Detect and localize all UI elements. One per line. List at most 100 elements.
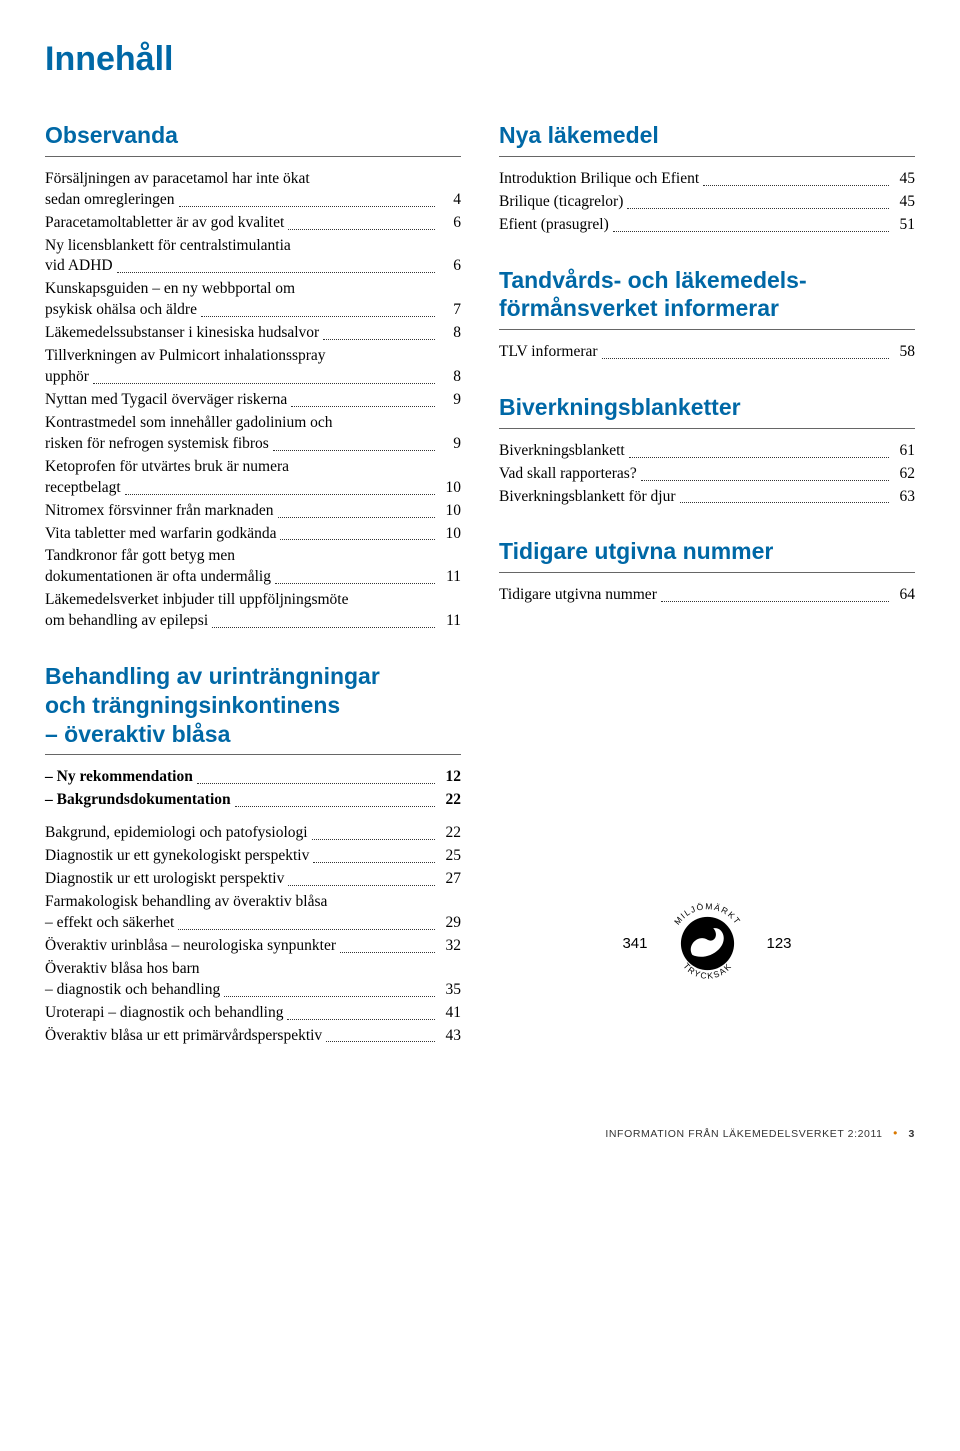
toc-leader bbox=[235, 806, 435, 807]
toc-page-number: 62 bbox=[893, 464, 915, 485]
toc-page-number: 4 bbox=[439, 190, 461, 211]
toc-leader bbox=[641, 480, 889, 481]
toc-entry-label: Diagnostik ur ett gynekologiskt perspekt… bbox=[45, 846, 309, 867]
toc-leader bbox=[212, 627, 435, 628]
toc-entry-label: Överaktiv blåsa ur ett primärvårdsperspe… bbox=[45, 1026, 322, 1047]
toc-leader bbox=[224, 996, 435, 997]
toc-leader bbox=[288, 885, 435, 886]
right-column: Nya läkemedelIntroduktion Brilique och E… bbox=[499, 121, 915, 1076]
toc-entry-label: Nitromex försvinner från marknaden bbox=[45, 501, 274, 522]
toc-entry: Tandkronor får gott betyg mendokumentati… bbox=[45, 546, 461, 588]
toc-entry: Paracetamoltabletter är av god kvalitet 6 bbox=[45, 213, 461, 234]
toc-leader bbox=[93, 383, 435, 384]
toc-entry: – Bakgrundsdokumentation22 bbox=[45, 790, 461, 811]
page-footer: INFORMATION FRÅN LÄKEMEDELSVERKET 2:2011… bbox=[45, 1126, 915, 1140]
toc-leader bbox=[291, 406, 435, 407]
toc-leader bbox=[117, 272, 435, 273]
left-column: ObservandaFörsäljningen av paracetamol h… bbox=[45, 121, 461, 1076]
toc-section: Biverkningsblanketter Biverkningsblankett… bbox=[499, 393, 915, 508]
toc-entry-label: Vita tabletter med warfarin godkända bbox=[45, 524, 276, 545]
footer-text: INFORMATION FRÅN LÄKEMEDELSVERKET 2:2011 bbox=[605, 1128, 882, 1140]
two-column-layout: ObservandaFörsäljningen av paracetamol h… bbox=[45, 121, 915, 1076]
toc-page-number: 22 bbox=[439, 790, 461, 811]
toc-entry-label: TLV informerar bbox=[499, 342, 598, 363]
toc-page-number: 25 bbox=[439, 846, 461, 867]
toc-entry-label: Överaktiv urinblåsa – neurologiska synpu… bbox=[45, 936, 336, 957]
toc-section: ObservandaFörsäljningen av paracetamol h… bbox=[45, 121, 461, 632]
toc-entry: Överaktiv blåsa hos barn– diagnostik och… bbox=[45, 959, 461, 1001]
section-title: Tandvårds- och läkemedels-förmånsverket … bbox=[499, 266, 915, 331]
toc-entry: Biverkningsblankett för djur 63 bbox=[499, 487, 915, 508]
toc-leader bbox=[178, 929, 435, 930]
toc-page-number: 11 bbox=[439, 611, 461, 632]
toc-entry-label: Introduktion Brilique och Efient bbox=[499, 169, 699, 190]
toc-entry-line: Farmakologisk behandling av överaktiv bl… bbox=[45, 892, 461, 913]
toc-entry-line: Försäljningen av paracetamol har inte ök… bbox=[45, 169, 461, 190]
toc-entry-label: Tidigare utgivna nummer bbox=[499, 585, 657, 606]
toc-entry-label: – Ny rekommendation bbox=[45, 767, 193, 788]
toc-entry: Introduktion Brilique och Efient45 bbox=[499, 169, 915, 190]
toc-entry-label: Vad skall rapporteras? bbox=[499, 464, 637, 485]
toc-entry-label: upphör bbox=[45, 367, 89, 388]
footer-bullet-icon: • bbox=[893, 1126, 898, 1140]
eco-label-right-number: 123 bbox=[767, 935, 792, 952]
toc-entry-label: – diagnostik och behandling bbox=[45, 980, 220, 1001]
toc-leader bbox=[602, 358, 889, 359]
toc-leader bbox=[288, 229, 435, 230]
toc-entry: Bakgrund, epidemiologi och patofysiologi… bbox=[45, 823, 461, 844]
toc-entry-label: Paracetamoltabletter är av god kvalitet bbox=[45, 213, 284, 234]
eco-label: 341 MILJÖMÄRKT TRYCKSAK bbox=[499, 896, 915, 991]
toc-entry-label: om behandling av epilepsi bbox=[45, 611, 208, 632]
section-title: Biverkningsblanketter bbox=[499, 393, 915, 429]
toc-entry: Kontrastmedel som innehåller gadolinium … bbox=[45, 413, 461, 455]
toc-entry-label: Brilique (ticagrelor) bbox=[499, 192, 623, 213]
toc-entry-label: Diagnostik ur ett urologiskt perspektiv bbox=[45, 869, 284, 890]
toc-entry: Vita tabletter med warfarin godkända10 bbox=[45, 524, 461, 545]
toc-entry-label: risken för nefrogen systemisk fibros bbox=[45, 434, 269, 455]
toc-entry: Kunskapsguiden – en ny webbportal ompsyk… bbox=[45, 279, 461, 321]
toc-page-number: 10 bbox=[439, 478, 461, 499]
toc-entry: Diagnostik ur ett gynekologiskt perspekt… bbox=[45, 846, 461, 867]
toc-leader bbox=[125, 494, 435, 495]
toc-page-number: 32 bbox=[439, 936, 461, 957]
toc-entry-label: Uroterapi – diagnostik och behandling bbox=[45, 1003, 283, 1024]
toc-entry-label: Nyttan med Tygacil överväger riskerna bbox=[45, 390, 287, 411]
toc-entry-label: Bakgrund, epidemiologi och patofysiologi bbox=[45, 823, 308, 844]
toc-entry: Försäljningen av paracetamol har inte ök… bbox=[45, 169, 461, 211]
toc-entry: Brilique (ticagrelor)45 bbox=[499, 192, 915, 213]
toc-entry: Uroterapi – diagnostik och behandling 41 bbox=[45, 1003, 461, 1024]
toc-page-number: 43 bbox=[439, 1026, 461, 1047]
footer-page-number: 3 bbox=[909, 1128, 915, 1140]
section-title: Tidigare utgivna nummer bbox=[499, 537, 915, 573]
toc-entry-line: Kontrastmedel som innehåller gadolinium … bbox=[45, 413, 461, 434]
toc-entry: Ny licensblankett för centralstimulantia… bbox=[45, 236, 461, 278]
toc-page-number: 63 bbox=[893, 487, 915, 508]
toc-entry-label: receptbelagt bbox=[45, 478, 121, 499]
toc-entry: Ketoprofen för utvärtes bruk är numerare… bbox=[45, 457, 461, 499]
toc-page-number: 29 bbox=[439, 913, 461, 934]
toc-entry: Tillverkningen av Pulmicort inhalationss… bbox=[45, 346, 461, 388]
toc-page-number: 58 bbox=[893, 342, 915, 363]
toc-entry-label: Biverkningsblankett för djur bbox=[499, 487, 676, 508]
toc-entry: Överaktiv urinblåsa – neurologiska synpu… bbox=[45, 936, 461, 957]
toc-page-number: 6 bbox=[439, 213, 461, 234]
toc-entry: – Ny rekommendation 12 bbox=[45, 767, 461, 788]
toc-leader bbox=[703, 185, 889, 186]
toc-page-number: 12 bbox=[439, 767, 461, 788]
toc-section: Tandvårds- och läkemedels-förmånsverket … bbox=[499, 266, 915, 363]
toc-page-number: 8 bbox=[439, 323, 461, 344]
toc-entry-label: Läkemedelssubstanser i kinesiska hudsalv… bbox=[45, 323, 319, 344]
toc-leader bbox=[323, 339, 435, 340]
eco-label-left-number: 341 bbox=[622, 935, 647, 952]
toc-entry-label: Biverkningsblankett bbox=[499, 441, 625, 462]
toc-leader bbox=[661, 601, 889, 602]
toc-page-number: 9 bbox=[439, 434, 461, 455]
toc-page-number: 27 bbox=[439, 869, 461, 890]
toc-page-number: 41 bbox=[439, 1003, 461, 1024]
toc-leader bbox=[179, 206, 435, 207]
toc-entry: Överaktiv blåsa ur ett primärvårdsperspe… bbox=[45, 1026, 461, 1047]
toc-page-number: 61 bbox=[893, 441, 915, 462]
toc-entry: Biverkningsblankett 61 bbox=[499, 441, 915, 462]
toc-section: Tidigare utgivna nummer Tidigare utgivna … bbox=[499, 537, 915, 606]
toc-entry-label: psykisk ohälsa och äldre bbox=[45, 300, 197, 321]
